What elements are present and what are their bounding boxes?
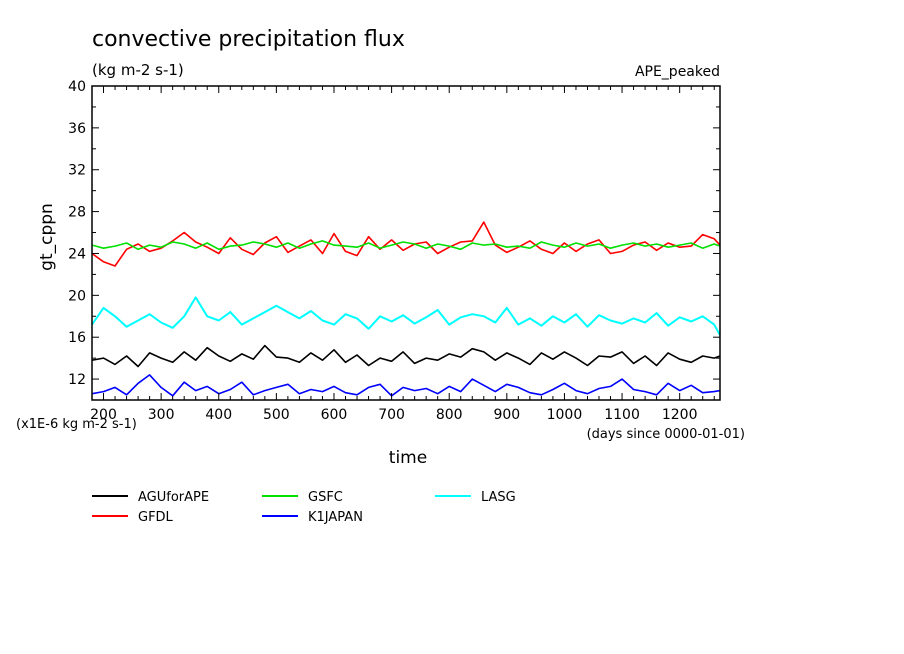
- y-tick-label: 40: [68, 79, 86, 95]
- legend: AGUforAPE GSFC LASG GFDL K1JAPAN: [92, 490, 516, 525]
- chart-title: convective precipitation flux: [92, 27, 405, 52]
- x-tick-label: 700: [378, 407, 405, 423]
- y-tick-label: 36: [68, 121, 86, 137]
- x-tick-label: 600: [321, 407, 348, 423]
- x-axis-label: time: [389, 448, 427, 468]
- run-label: APE_peaked: [635, 64, 720, 80]
- series-line-lasg: [92, 296, 721, 336]
- legend-item-lasg: LASG: [435, 490, 516, 505]
- x-tick-label: 1200: [662, 407, 698, 423]
- chart-subtitle: (kg m-2 s-1): [92, 61, 184, 79]
- x-unit-note: (days since 0000-01-01): [587, 427, 745, 442]
- legend-item-k1japan: K1JAPAN: [262, 510, 363, 525]
- plot-frame: [91, 85, 721, 401]
- y-tick-label: 32: [68, 163, 86, 179]
- legend-label: GSFC: [308, 490, 343, 505]
- x-tick-label: 200: [90, 407, 117, 423]
- x-tick-label: 300: [148, 407, 175, 423]
- series-line-aguforape: [92, 344, 721, 368]
- y-tick-label: 20: [68, 288, 86, 304]
- legend-item-aguforape: AGUforAPE: [92, 490, 209, 505]
- x-tick-label: 800: [436, 407, 463, 423]
- x-tick-label: 900: [493, 407, 520, 423]
- legend-item-gfdl: GFDL: [92, 510, 174, 525]
- legend-label: AGUforAPE: [138, 490, 209, 505]
- y-tick-label: 28: [68, 205, 86, 221]
- y-tick-label: 12: [68, 372, 86, 388]
- series-line-gsfc: [92, 240, 721, 251]
- legend-item-gsfc: GSFC: [262, 490, 343, 505]
- axis-tick-labels: 12 16 20 24 28 32 36 40 200 300 400 500 600 700 800 900…: [68, 79, 697, 423]
- y-tick-label: 24: [68, 246, 86, 262]
- x-tick-label: 400: [205, 407, 232, 423]
- x-tick-label: 1000: [547, 407, 583, 423]
- legend-label: K1JAPAN: [308, 510, 363, 525]
- legend-label: LASG: [481, 490, 516, 505]
- y-unit-note: (x1E-6 kg m-2 s-1): [16, 417, 137, 432]
- series-layer: [92, 221, 721, 397]
- legend-label: GFDL: [138, 510, 174, 525]
- x-tick-label: 1100: [604, 407, 640, 423]
- series-line-gfdl: [92, 221, 721, 267]
- series-line-k1japan: [92, 374, 721, 397]
- y-tick-label: 16: [68, 330, 86, 346]
- axis-ticks: [92, 85, 720, 401]
- x-tick-label: 500: [263, 407, 290, 423]
- y-axis-label: gt_cppn: [37, 203, 57, 271]
